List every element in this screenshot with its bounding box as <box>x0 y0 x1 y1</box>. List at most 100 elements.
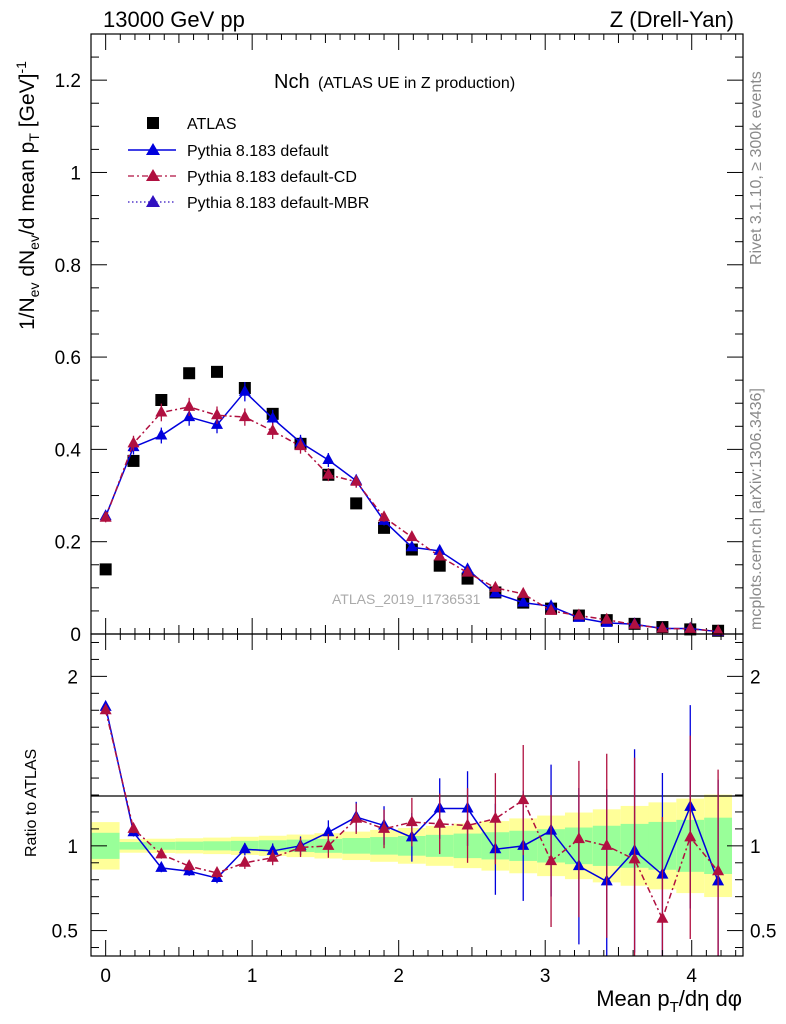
ratio-point-pythia-8-183-default-cd <box>600 838 613 850</box>
ratio-tick-label: 1 <box>67 837 78 858</box>
atlas-point <box>433 559 446 572</box>
legend-marker-cd <box>146 169 160 181</box>
atlas-point <box>350 497 363 510</box>
legend-label-atlas: ATLAS <box>187 116 237 133</box>
rivet-label: Rivet 3.1.10, ≥ 300k events <box>748 71 765 265</box>
point-pythia-8-183-default-cd <box>378 510 391 522</box>
atlas-point <box>155 394 168 406</box>
x-axis-title: Mean pT/dη dφ <box>596 986 742 1016</box>
ratio-y-axis-title: Ratio to ATLAS <box>23 749 40 857</box>
legend-label-cd: Pythia 8.183 default-CD <box>187 169 357 186</box>
ratio-tick-label-right: 1 <box>750 837 761 858</box>
ratio-tick-label-right: 2 <box>750 667 761 688</box>
ratio-stat-band <box>119 842 148 850</box>
ratio-point-pythia-8-183-default-cd <box>99 703 112 715</box>
y-tick-label: 0 <box>70 625 81 646</box>
point-pythia-8-183-default-cd <box>127 436 140 448</box>
legend-marker-default <box>146 143 160 155</box>
ratio-point-pythia-8-183-default <box>266 843 279 855</box>
point-pythia-8-183-default <box>155 428 168 440</box>
y-tick-label: 0.8 <box>55 256 81 277</box>
ratio-point-pythia-8-183-default-cd <box>322 838 335 850</box>
point-pythia-8-183-default <box>238 384 251 396</box>
point-pythia-8-183-default-cd <box>99 510 112 522</box>
ratio-point-pythia-8-183-default-cd <box>461 818 474 830</box>
point-pythia-8-183-default-cd <box>489 580 502 592</box>
x-tick-label: 4 <box>686 966 697 987</box>
watermark: ATLAS_2019_I1736531 <box>332 591 481 607</box>
ratio-stat-band <box>175 841 204 851</box>
point-pythia-8-183-default <box>433 543 446 555</box>
y-tick-label: 1.2 <box>55 71 81 92</box>
ratio-point-pythia-8-183-default-cd <box>572 832 585 844</box>
point-pythia-8-183-default-cd <box>155 405 168 417</box>
y-tick-label: 0.4 <box>55 440 82 461</box>
point-pythia-8-183-default-cd <box>211 408 224 420</box>
ratio-point-pythia-8-183-default-cd <box>628 852 641 864</box>
chart-title: Nch <box>274 71 310 93</box>
x-tick-label: 0 <box>100 966 111 987</box>
ratio-stat-band <box>147 841 176 850</box>
point-pythia-8-183-default-cd <box>322 467 335 479</box>
point-pythia-8-183-default-cd <box>712 624 725 636</box>
ratio-stat-band <box>342 838 371 854</box>
point-pythia-8-183-default <box>405 540 418 552</box>
point-pythia-8-183-default-cd <box>238 410 251 422</box>
y-axis-title: 1/Nev dNev/d mean pT [GeV]-1 <box>13 61 42 330</box>
point-pythia-8-183-default-cd <box>405 530 418 542</box>
point-pythia-8-183-default-cd <box>572 608 585 620</box>
point-pythia-8-183-default-cd <box>600 612 613 624</box>
ratio-tick-label: 0.5 <box>52 922 78 943</box>
legend-marker-mbr <box>146 195 160 207</box>
header-left: 13000 GeV pp <box>103 7 245 32</box>
legend-label-mbr: Pythia 8.183 default-MBR <box>187 195 369 212</box>
ratio-point-pythia-8-183-default-cd <box>405 815 418 827</box>
legend: ATLAS Pythia 8.183 default Pythia 8.183 … <box>128 116 369 212</box>
legend-marker-atlas <box>147 117 159 129</box>
ratio-point-pythia-8-183-default <box>322 825 335 837</box>
y-tick-label: 0.6 <box>55 348 81 369</box>
ratio-tick-label: 2 <box>67 667 78 688</box>
point-pythia-8-183-default-cd <box>684 621 697 633</box>
x-tick-label: 3 <box>540 966 551 987</box>
ratio-point-pythia-8-183-default-cd <box>155 847 168 859</box>
ratio-point-pythia-8-183-default-cd <box>266 850 279 862</box>
x-tick-label: 2 <box>393 966 404 987</box>
point-pythia-8-183-default-cd <box>656 621 669 633</box>
point-pythia-8-183-default-cd <box>628 617 641 629</box>
chart-subtitle: (ATLAS UE in Z production) <box>318 75 515 92</box>
ratio-panel: 0 1 2 3 4 0.5 0.5 1 1 2 2 <box>52 633 776 987</box>
mcplots-label: mcplots.cern.ch [arXiv:1306.3436] <box>748 388 765 630</box>
point-pythia-8-183-default-cd <box>461 565 474 577</box>
y-tick-label: 1 <box>70 163 81 184</box>
point-pythia-8-183-default-cd <box>294 439 307 451</box>
main-panel: 0 0.2 0.4 0.6 0.8 1 1.2 <box>55 33 744 646</box>
ratio-point-pythia-8-183-default-cd <box>183 859 196 871</box>
point-pythia-8-183-default-cd <box>183 399 196 411</box>
ratio-frame <box>90 633 744 957</box>
ratio-point-pythia-8-183-default-cd <box>656 911 669 923</box>
ratio-line-pythia-8-183-default-cd <box>104 710 719 921</box>
x-tick-label: 1 <box>247 966 258 987</box>
ratio-point-pythia-8-183-default-cd <box>350 811 363 823</box>
ratio-point-pythia-8-183-default-cd <box>489 811 502 823</box>
atlas-point <box>99 563 112 576</box>
legend-label-default: Pythia 8.183 default <box>187 143 329 160</box>
atlas-point <box>211 365 224 378</box>
ratio-stat-band <box>203 841 231 851</box>
ratio-point-pythia-8-183-default-cd <box>684 830 697 842</box>
point-pythia-8-183-default <box>517 595 530 607</box>
point-pythia-8-183-default <box>489 586 502 598</box>
ratio-point-pythia-8-183-default-cd <box>378 821 391 833</box>
y-tick-label: 0.2 <box>55 533 81 554</box>
ratio-point-pythia-8-183-default-cd <box>712 864 725 876</box>
header-right: Z (Drell-Yan) <box>610 7 734 32</box>
ratio-point-pythia-8-183-default <box>155 860 168 872</box>
point-pythia-8-183-default-cd <box>517 586 530 598</box>
ratio-point-pythia-8-183-default-cd <box>211 865 224 877</box>
ratio-point-pythia-8-183-default <box>238 842 251 854</box>
ratio-tick-label-right: 0.5 <box>750 922 776 943</box>
chart-title-group: Nch (ATLAS UE in Z production) <box>274 71 515 93</box>
ratio-point-pythia-8-183-default-cd <box>127 821 140 833</box>
